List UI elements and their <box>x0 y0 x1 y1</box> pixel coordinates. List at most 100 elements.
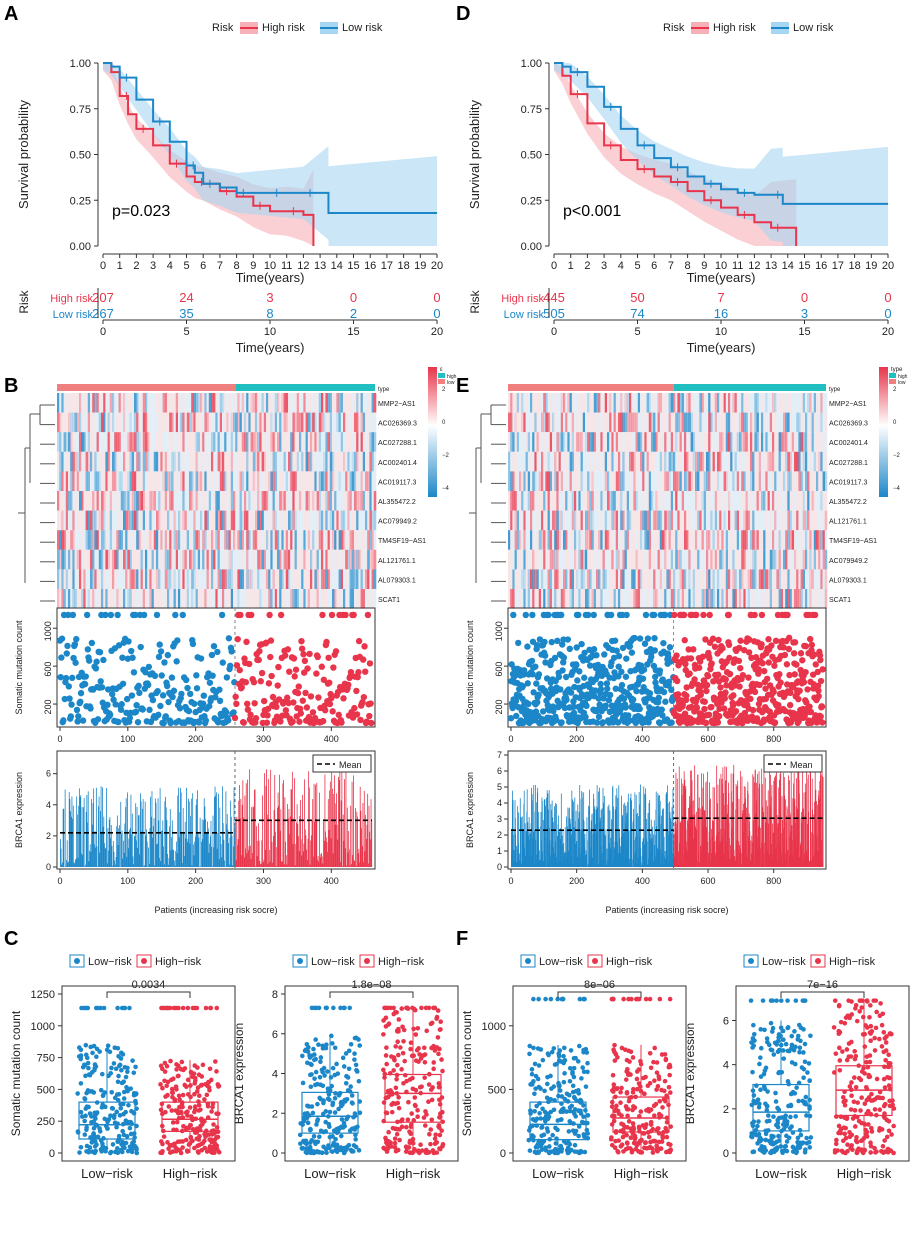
expression-bar <box>320 854 322 867</box>
heatmap-cell <box>228 549 232 570</box>
heatmap-cell <box>259 412 262 433</box>
heatmap-cell <box>767 471 771 491</box>
heatmap-cell <box>673 530 676 550</box>
heatmap-cell <box>261 412 265 433</box>
expression-bar <box>138 815 139 867</box>
scatter-point <box>615 663 622 670</box>
heatmap-cell <box>578 569 581 589</box>
heatmap-cell <box>637 491 641 511</box>
heatmap-cell <box>294 569 298 589</box>
heatmap-cell <box>63 530 67 550</box>
heatmap-cell <box>343 432 346 452</box>
heatmap-cell <box>259 491 262 511</box>
heatmap-cell <box>191 530 194 550</box>
heatmap-cell <box>156 569 159 589</box>
expression-bar <box>181 832 183 867</box>
heatmap-cell <box>318 510 322 531</box>
heatmap-cell <box>670 412 674 433</box>
heatmap-cell <box>596 530 599 550</box>
heatmap-cell <box>112 549 115 570</box>
heatmap-cell <box>371 530 375 550</box>
heatmap-cell <box>642 491 645 511</box>
heatmap-cell <box>743 393 746 413</box>
heatmap-cell <box>708 432 711 452</box>
heatmap-cell <box>103 471 106 491</box>
heatmap-cell <box>303 510 306 531</box>
heatmap-cell <box>147 432 150 452</box>
heatmap-cell <box>736 549 740 570</box>
scatter-point <box>124 655 132 662</box>
heatmap-cell <box>574 491 577 511</box>
heatmap-cell <box>307 589 311 609</box>
heatmap-cell <box>263 451 267 472</box>
risk-table-count: 0 <box>884 306 891 321</box>
heatmap-cell <box>129 451 133 472</box>
heatmap-cell <box>554 569 557 589</box>
expression-bar <box>130 794 132 867</box>
heatmap-cell <box>699 432 702 452</box>
heatmap-cell <box>314 530 317 550</box>
heatmap-cell <box>739 510 742 531</box>
heatmap-cell <box>233 569 236 589</box>
heatmap-cell <box>103 393 106 413</box>
heatmap-cell <box>274 393 278 413</box>
heatmap-cell <box>703 549 707 570</box>
heatmap-cell <box>167 589 170 609</box>
risk-table-count: 74 <box>630 306 644 321</box>
heatmap-cell <box>787 451 790 472</box>
heatmap-cell <box>327 530 331 550</box>
heatmap-cell <box>360 510 364 531</box>
heatmap-cell <box>178 432 181 452</box>
expression-bar <box>222 823 224 867</box>
heatmap-cell <box>325 589 328 609</box>
heatmap-cell <box>576 491 579 511</box>
scatter-point <box>359 656 367 663</box>
scatter-point <box>539 708 547 715</box>
heatmap-cell <box>787 393 790 413</box>
scatter-point <box>633 687 640 695</box>
heatmap-cell <box>149 530 152 550</box>
heatmap-cell <box>576 432 579 452</box>
expression-bar <box>116 815 118 867</box>
heatmap-cell <box>633 451 636 472</box>
heatmap-cell <box>541 569 544 589</box>
expression-bar <box>175 851 177 867</box>
heatmap-cell <box>193 393 196 413</box>
heatmap-cell <box>699 393 702 413</box>
heatmap-cell <box>514 491 518 511</box>
heatmap-cell <box>200 471 203 491</box>
heatmap-cell <box>347 491 350 511</box>
heatmap-cell <box>321 393 324 413</box>
heatmap-cell <box>140 530 144 550</box>
heatmap-cell <box>576 589 579 609</box>
heatmap-cell <box>774 471 777 491</box>
heatmap-cell <box>571 393 575 413</box>
heatmap-cell <box>338 530 342 550</box>
expression-bar <box>68 791 70 867</box>
heatmap-cell <box>653 510 656 531</box>
scatter-point <box>98 684 106 691</box>
heatmap-cell <box>552 471 555 491</box>
heatmap-cell <box>525 451 529 472</box>
heatmap-cell <box>776 510 779 531</box>
heatmap-cell <box>285 510 289 531</box>
expression-bar <box>289 834 291 867</box>
heatmap-cell <box>805 530 808 550</box>
heatmap-cell <box>109 569 113 589</box>
heatmap-cell <box>153 530 157 550</box>
heatmap-cell <box>103 510 106 531</box>
scatter-point <box>367 700 374 707</box>
heatmap-cell <box>85 393 89 413</box>
heatmap-cell <box>312 491 315 511</box>
expression-bar <box>270 820 272 867</box>
expression-bar <box>169 826 170 867</box>
heatmap-cell <box>785 393 788 413</box>
heatmap-cell <box>263 589 267 609</box>
heatmap-cell <box>589 491 592 511</box>
heatmap-cell <box>79 432 82 452</box>
heatmap-cell <box>83 393 86 413</box>
heatmap-cell <box>615 432 619 452</box>
heatmap-cell <box>362 412 366 433</box>
heatmap-cell <box>120 569 124 589</box>
heatmap-cell <box>761 412 764 433</box>
